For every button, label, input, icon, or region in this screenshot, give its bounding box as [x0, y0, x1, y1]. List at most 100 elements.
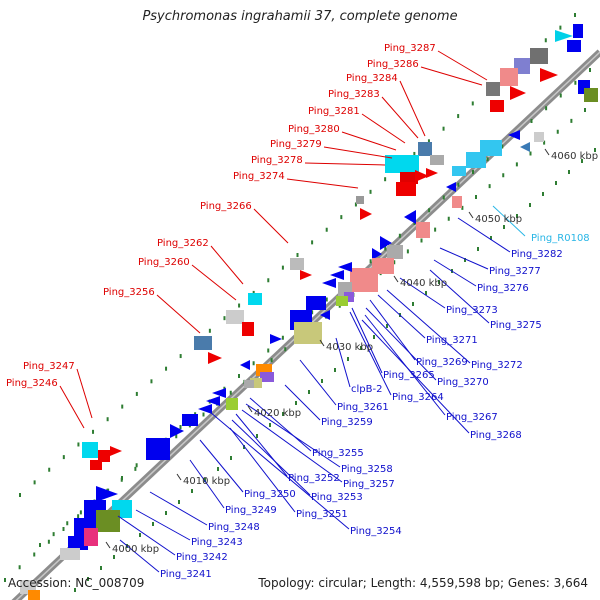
label-leader-line	[361, 319, 470, 434]
gene-label-ping-3270[interactable]: Ping_3270	[437, 377, 489, 388]
gene-label-ping-3268[interactable]: Ping_3268	[470, 430, 522, 441]
gene-arrow-reverse	[520, 142, 530, 152]
label-leader-line	[341, 131, 397, 151]
tick-mark	[256, 434, 258, 438]
gene-label-ping-3271[interactable]: Ping_3271	[426, 335, 478, 346]
gene-label-ping-3253[interactable]: Ping_3253	[311, 492, 363, 503]
gene-label-ping-3252[interactable]: Ping_3252	[288, 473, 340, 484]
label-leader-line	[492, 205, 526, 237]
gene-label-ping-3243[interactable]: Ping_3243	[191, 537, 243, 548]
gene-label-ping-3242[interactable]: Ping_3242	[176, 552, 228, 563]
tick-mark	[321, 379, 323, 383]
gene-feature	[28, 590, 40, 600]
tick-mark	[191, 489, 193, 493]
gene-label-ping-3249[interactable]: Ping_3249	[225, 505, 277, 516]
gene-feature	[294, 322, 322, 344]
label-leader-line	[253, 208, 289, 244]
tick-mark	[559, 25, 562, 30]
gene-label-ping-3257[interactable]: Ping_3257	[343, 479, 395, 490]
gene-arrow-forward	[415, 170, 429, 182]
tick-mark	[490, 236, 492, 240]
gene-label-ping-3269[interactable]: Ping_3269	[416, 357, 468, 368]
gene-label-ping-3266[interactable]: Ping_3266	[200, 201, 252, 212]
tick-mark	[369, 259, 372, 264]
label-leader-line	[149, 491, 208, 526]
tick-mark	[471, 101, 474, 106]
tick-mark	[568, 170, 570, 174]
gene-feature	[60, 548, 80, 560]
tick-mark	[543, 140, 546, 145]
gene-label-ping-3280[interactable]: Ping_3280	[288, 124, 340, 135]
label-leader-line	[229, 427, 296, 513]
label-leader-line	[299, 359, 337, 406]
tick-mark	[529, 151, 532, 156]
gene-label-ping-3272[interactable]: Ping_3272	[471, 360, 523, 371]
gene-label-ping-3286[interactable]: Ping_3286	[367, 59, 419, 70]
map-title: Psychromonas ingrahamii 37, complete gen…	[142, 9, 458, 24]
gene-label-ping-3287[interactable]: Ping_3287	[384, 43, 436, 54]
gene-label-ping-3241[interactable]: Ping_3241	[160, 569, 212, 580]
label-leader-line	[399, 277, 446, 309]
gene-label-ping-3254[interactable]: Ping_3254	[350, 526, 402, 537]
label-leader-line	[210, 245, 244, 285]
tick-mark	[442, 195, 445, 200]
tick-mark	[393, 260, 396, 265]
gene-label-ping-3264[interactable]: Ping_3264	[392, 392, 444, 403]
gene-feature	[98, 450, 110, 462]
label-leader-line	[241, 409, 343, 483]
gene-label-ping-3281[interactable]: Ping_3281	[308, 106, 360, 117]
gene-label-ping-3248[interactable]: Ping_3248	[208, 522, 260, 533]
gene-arrow-reverse	[320, 310, 330, 320]
tick-mark	[39, 543, 41, 547]
gene-label-ping-3278[interactable]: Ping_3278	[251, 155, 303, 166]
label-leader-line	[59, 385, 85, 429]
gene-label-ping-3258[interactable]: Ping_3258	[341, 464, 393, 475]
tick-mark	[252, 361, 255, 366]
gene-label-ping-3250[interactable]: Ping_3250	[244, 489, 296, 500]
gene-arrow-forward	[170, 424, 184, 438]
gene-label-ping-r0108[interactable]: Ping_R0108	[531, 233, 590, 244]
gene-label-ping-3261[interactable]: Ping_3261	[337, 402, 389, 413]
tick-mark	[311, 240, 314, 245]
gene-label-ping-3255[interactable]: Ping_3255	[312, 448, 364, 459]
gene-label-ping-3282[interactable]: Ping_3282	[511, 249, 563, 260]
tick-mark	[347, 357, 349, 361]
gene-label-ping-3277[interactable]: Ping_3277	[489, 266, 541, 277]
label-leader-line	[351, 307, 383, 374]
tick-mark	[311, 310, 314, 315]
tick-mark	[542, 192, 544, 196]
gene-label-ping-3267[interactable]: Ping_3267	[446, 412, 498, 423]
gene-label-ping-3246[interactable]: Ping_3246	[6, 378, 58, 389]
kbp-label: 4010 kbp	[183, 476, 230, 487]
gene-label-ping-3260[interactable]: Ping_3260	[138, 257, 190, 268]
gene-label-ping-3279[interactable]: Ping_3279	[270, 139, 322, 150]
tick-mark	[135, 391, 138, 396]
tick-mark	[48, 467, 51, 472]
gene-arrow-reverse	[240, 360, 250, 370]
tick-mark	[428, 208, 431, 213]
tick-mark	[559, 93, 562, 98]
gene-label-ping-3273[interactable]: Ping_3273	[446, 305, 498, 316]
gene-label-ping-3276[interactable]: Ping_3276	[477, 283, 529, 294]
gene-label-ping-3265[interactable]: Ping_3265	[383, 370, 435, 381]
gene-label-ping-3274[interactable]: Ping_3274	[233, 171, 285, 182]
gene-label-ping-3259[interactable]: Ping_3259	[321, 417, 373, 428]
label-leader-line	[284, 384, 321, 421]
tick-mark	[238, 303, 241, 308]
gene-feature	[385, 155, 419, 173]
gene-label-ping-3256[interactable]: Ping_3256	[103, 287, 155, 298]
gene-label-ping-3284[interactable]: Ping_3284	[346, 73, 398, 84]
gene-label-ping-3247[interactable]: Ping_3247	[23, 361, 75, 372]
gene-feature	[226, 310, 244, 324]
label-leader-line	[135, 509, 191, 541]
gene-label-ping-3262[interactable]: Ping_3262	[157, 238, 209, 249]
gene-label-ping-3283[interactable]: Ping_3283	[328, 89, 380, 100]
tick-mark	[530, 119, 533, 123]
kbp-tick	[544, 148, 550, 156]
tick-mark	[267, 278, 270, 283]
tick-mark	[570, 118, 573, 123]
gene-label-clpb-2[interactable]: clpB-2	[351, 384, 382, 395]
gene-label-ping-3275[interactable]: Ping_3275	[490, 320, 542, 331]
gene-feature	[242, 322, 254, 336]
gene-label-ping-3251[interactable]: Ping_3251	[296, 509, 348, 520]
